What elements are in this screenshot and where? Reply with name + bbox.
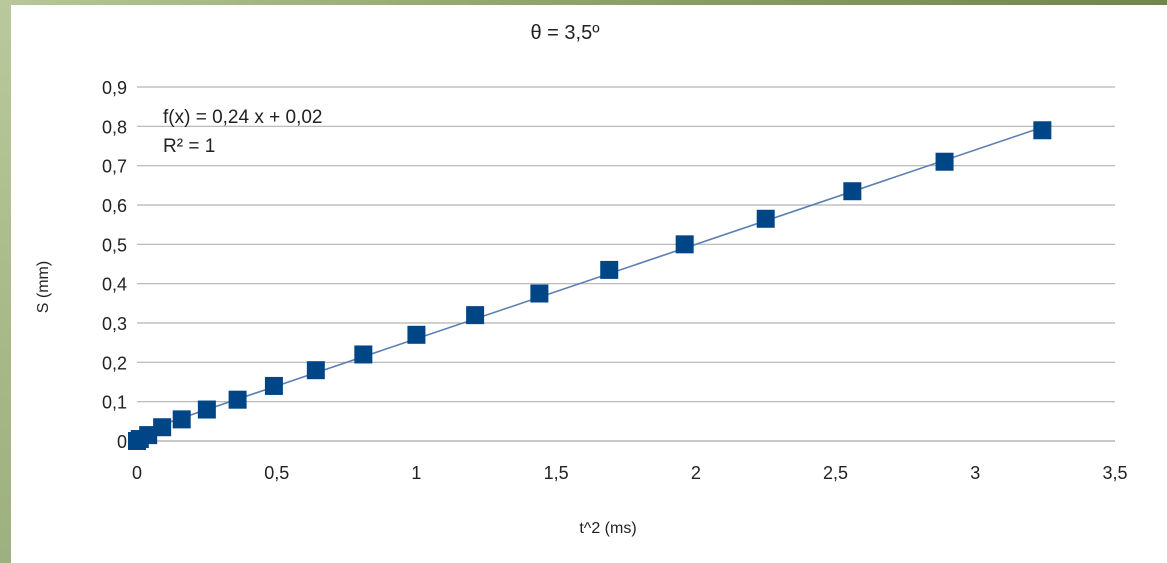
y-tick-label: 0,4: [102, 275, 127, 295]
y-tick-label: 0,1: [102, 393, 127, 413]
y-axis-title: S (mm): [35, 261, 52, 313]
trendline-r-squared: R² = 1: [163, 136, 215, 157]
data-point: [306, 361, 325, 380]
x-tick-label: 2,5: [823, 463, 848, 483]
axis-labels: 0 0,1 0,2 0,3 0,4 0,5 0,6 0,7 0,8 0,9 0 0,5 1 1,5 2 2,5…: [102, 78, 1128, 483]
y-tick-label: 0: [117, 432, 127, 452]
data-point: [466, 306, 485, 325]
chart-panel: θ = 3,5º 0 0,1 0,2 0,3 0,4 0,5 0,6 0,7 0,8 0,9 0 0,…: [11, 5, 1167, 563]
x-tick-label: 2: [691, 463, 701, 483]
chart-title: θ = 3,5º: [530, 22, 600, 44]
data-point: [197, 400, 216, 419]
data-point: [172, 410, 191, 429]
y-tick-label: 0,2: [102, 353, 127, 373]
data-point: [600, 260, 619, 279]
y-tick-label: 0,8: [102, 117, 127, 137]
x-tick-label: 3,5: [1102, 463, 1127, 483]
y-tick-label: 0,5: [102, 235, 127, 255]
x-axis-title: t^2 (ms): [579, 520, 636, 537]
data-point: [354, 345, 373, 364]
scatter-chart: θ = 3,5º 0 0,1 0,2 0,3 0,4 0,5 0,6 0,7 0,8 0,9 0 0,…: [35, 22, 1128, 537]
gridlines: [137, 86, 1115, 442]
data-point: [675, 235, 694, 254]
data-point: [756, 209, 775, 228]
window-frame-top: [0, 0, 1167, 5]
data-points: [128, 121, 1052, 450]
data-point: [1033, 121, 1052, 140]
y-tick-label: 0,7: [102, 157, 127, 177]
trendline-equation: f(x) = 0,24 x + 0,02: [163, 107, 322, 128]
data-point: [843, 182, 862, 201]
data-point: [935, 152, 954, 171]
data-point: [139, 426, 158, 445]
trendline: [136, 126, 1043, 434]
x-tick-label: 0: [132, 463, 142, 483]
x-tick-label: 3: [970, 463, 980, 483]
window-frame-left: [0, 0, 11, 563]
data-point: [264, 376, 283, 395]
y-tick-label: 0,9: [102, 78, 127, 98]
data-point: [153, 418, 172, 437]
x-tick-label: 1: [411, 463, 421, 483]
x-tick-label: 1,5: [544, 463, 569, 483]
y-tick-label: 0,6: [102, 196, 127, 216]
trendline-layer: [136, 126, 1043, 434]
data-point: [407, 325, 426, 344]
y-tick-label: 0,3: [102, 314, 127, 334]
x-tick-label: 0,5: [264, 463, 289, 483]
data-point: [530, 284, 549, 303]
data-point: [228, 390, 247, 409]
